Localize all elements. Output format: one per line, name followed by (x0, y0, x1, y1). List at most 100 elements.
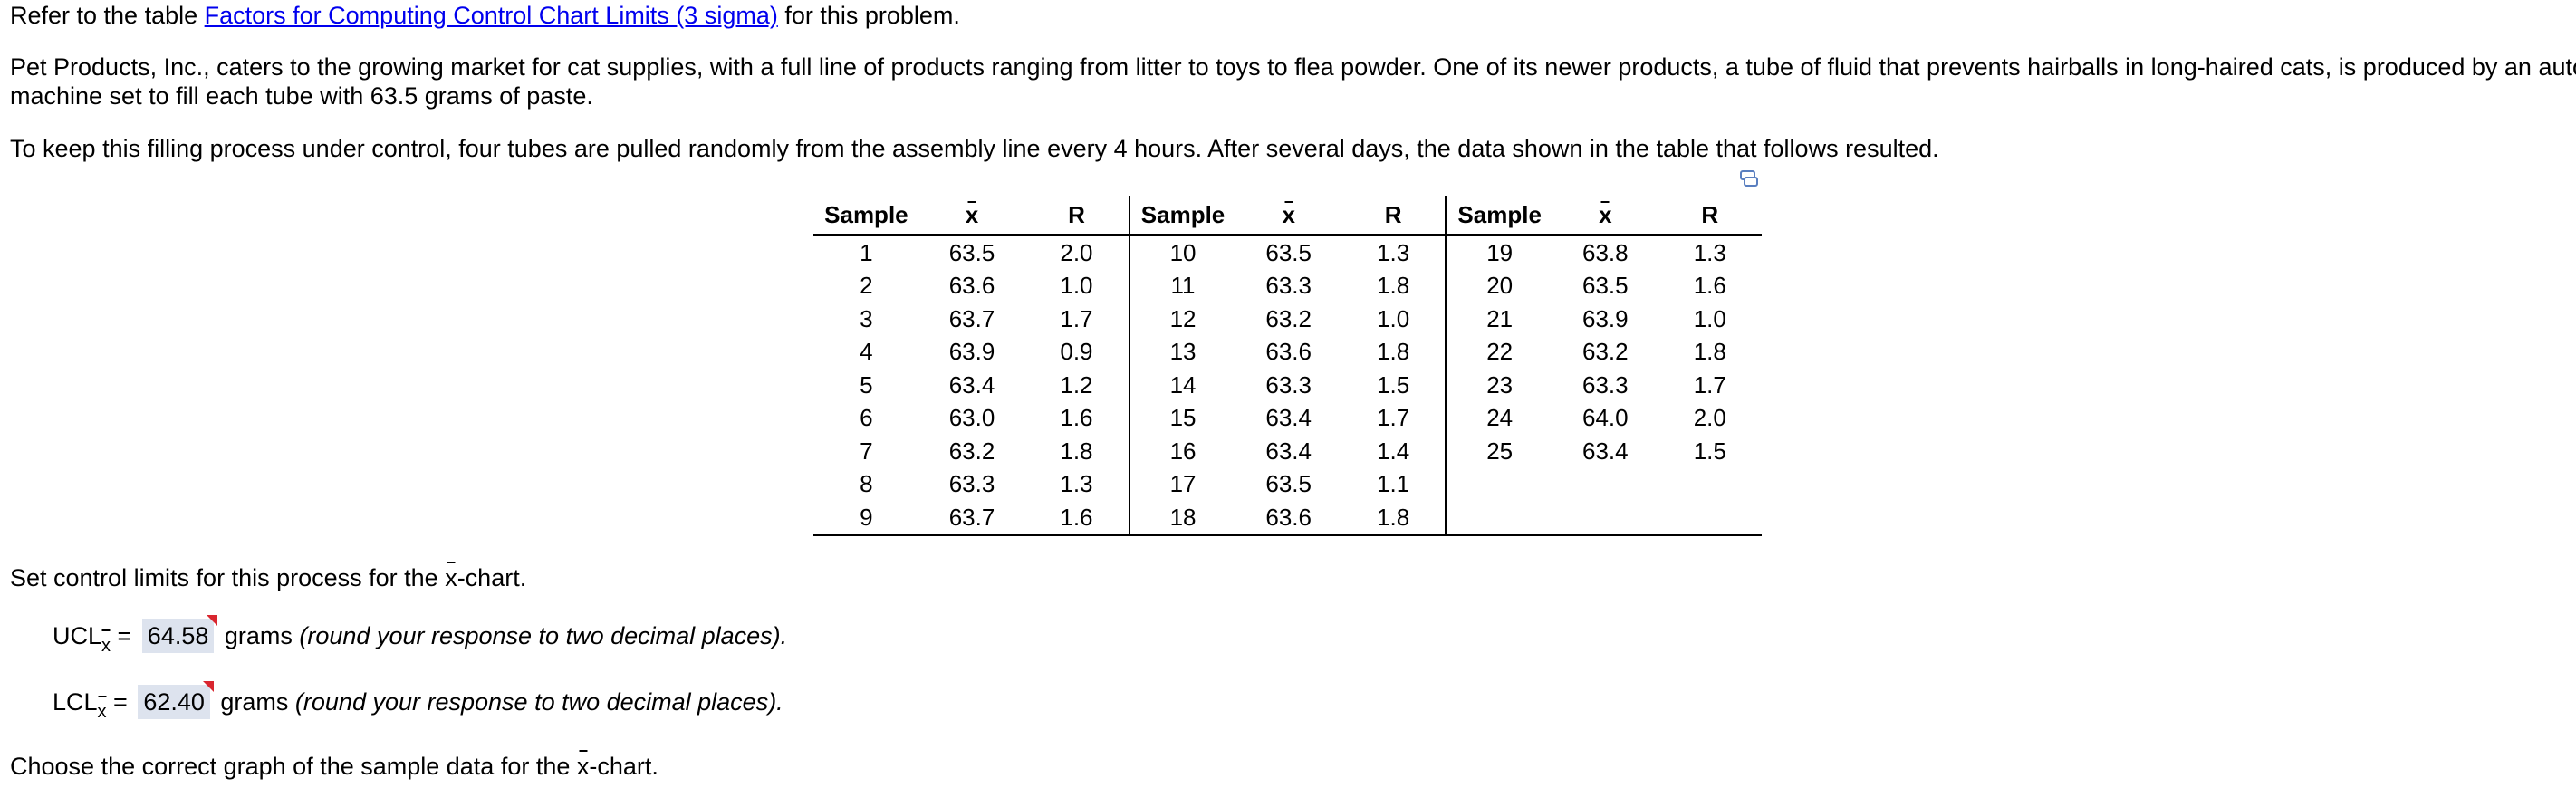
lcl-unit: grams (213, 688, 295, 716)
sample-number-cell: 11 (1128, 269, 1236, 303)
paragraph-2: To keep this filling process under contr… (10, 135, 1939, 162)
xbar-value-cell: 63.8 (1582, 238, 1629, 266)
sample-number-cell: 3 (860, 304, 873, 332)
table-row: 7 63.2 1.8 16 63.4 1.4 25 63.4 1.5 (813, 435, 1762, 468)
table-header-row: Sample x R Sample x R Sample x R (813, 196, 1762, 236)
range-value-cell: 1.3 (1693, 238, 1726, 266)
choose-graph-suffix: -chart. (589, 753, 658, 780)
sample-number-cell: 21 (1445, 303, 1553, 336)
ucl-rounding-note: (round your response to two decimal plac… (299, 622, 788, 649)
sample-number-cell: 25 (1445, 435, 1553, 468)
table-row: 4 63.9 0.9 13 63.6 1.8 22 63.2 1.8 (813, 335, 1762, 369)
lcl-equals: = (106, 688, 135, 716)
lcl-subscript: x (98, 697, 107, 727)
sample-number-cell (1445, 501, 1553, 536)
xbar-value-cell: 64.0 (1582, 404, 1629, 432)
xbar-value-cell (1552, 468, 1658, 502)
intro-prefix: Refer to the table (10, 2, 205, 29)
xbar-symbol: x (445, 564, 457, 591)
sample-number-cell: 2 (860, 272, 873, 300)
range-value-cell: 1.8 (1377, 338, 1410, 366)
sample-data-table: Sample x R Sample x R Sample x R 1 63.5 2.… (813, 196, 1762, 536)
sample-number-cell: 1 (860, 238, 873, 266)
xbar-value-cell: 63.3 (1582, 370, 1629, 399)
sample-number-cell: 19 (1445, 235, 1553, 270)
xbar-value-cell (1552, 501, 1658, 536)
lcl-value: 62.40 (143, 688, 205, 716)
xbar-symbol: x (576, 753, 590, 780)
table-row: 5 63.4 1.2 14 63.3 1.5 23 63.3 1.7 (813, 369, 1762, 402)
sample-number-cell: 23 (1445, 369, 1553, 402)
range-value-cell: 1.6 (1693, 272, 1726, 300)
xbar-value-cell: 63.2 (1582, 338, 1629, 366)
range-value-cell: 1.2 (1060, 370, 1093, 399)
sample-number-cell: 6 (860, 404, 873, 432)
table-row: 2 63.6 1.0 11 63.3 1.8 20 63.5 1.6 (813, 269, 1762, 303)
table-body: 1 63.5 2.0 10 63.5 1.3 19 63.8 1.3 2 63.6 1.0 11 63.3… (813, 235, 1762, 536)
sample-number-cell: 9 (813, 501, 919, 536)
sample-number-cell: 13 (1128, 335, 1236, 369)
ucl-value: 64.58 (147, 622, 209, 649)
xbar-value-cell: 63.2 (1265, 304, 1312, 332)
header-xbar-text: x (1599, 200, 1612, 228)
paragraph-1-line-1: Pet Products, Inc., caters to the growin… (10, 53, 2576, 81)
sample-number-cell: 14 (1128, 369, 1236, 402)
ucl-equals: = (111, 622, 139, 649)
xbar-value-cell: 63.7 (948, 304, 995, 332)
table-row: 8 63.3 1.3 17 63.5 1.1 (813, 467, 1762, 502)
intro-line: Refer to the table Factors for Computing… (10, 0, 960, 31)
range-value-cell: 2.0 (1693, 404, 1726, 432)
lcl-answer-field[interactable]: 62.40 (138, 681, 214, 719)
range-value-cell: 1.1 (1377, 470, 1410, 498)
sample-number-cell: 4 (860, 338, 873, 366)
range-value-cell: 2.0 (1060, 238, 1093, 266)
xbar-value-cell: 63.5 (948, 238, 995, 266)
range-value-cell: 1.3 (1060, 470, 1093, 498)
incorrect-flag-icon (202, 681, 214, 692)
sample-number-cell: 22 (1445, 335, 1553, 369)
sample-number-cell: 16 (1128, 435, 1236, 468)
table-row: 3 63.7 1.7 12 63.2 1.0 21 63.9 1.0 (813, 303, 1762, 336)
header-sample: Sample (1445, 196, 1553, 236)
choose-graph-prefix: Choose the correct graph of the sample d… (10, 753, 577, 780)
header-sample: Sample (1128, 196, 1236, 236)
ucl-row: UCLx = 64.58 grams (round your response … (53, 615, 788, 656)
xbar-value-cell: 63.9 (948, 338, 995, 366)
copy-table-icon[interactable] (1739, 168, 1759, 188)
xbar-value-cell: 63.9 (1582, 304, 1629, 332)
range-value-cell: 1.3 (1377, 238, 1410, 266)
sample-number-cell: 10 (1128, 235, 1236, 270)
lcl-row: LCLx = 62.40 grams (round your response … (53, 681, 783, 722)
xbar-value-cell: 63.6 (1235, 501, 1341, 536)
xbar-value-cell: 63.0 (948, 404, 995, 432)
xbar-value-cell: 63.4 (1265, 437, 1312, 465)
ucl-answer-field[interactable]: 64.58 (141, 615, 218, 653)
range-value-cell: 1.7 (1060, 304, 1093, 332)
sample-number-cell: 20 (1445, 269, 1553, 303)
sample-number-cell: 15 (1128, 401, 1236, 435)
xbar-value-cell: 63.5 (1582, 272, 1629, 300)
range-value-cell: 1.5 (1377, 370, 1410, 399)
range-value-cell: 1.8 (1060, 437, 1093, 465)
factors-table-link[interactable]: Factors for Computing Control Chart Limi… (204, 2, 778, 29)
sample-number-cell: 18 (1128, 501, 1236, 536)
range-value-cell: 1.6 (1024, 501, 1129, 536)
sample-number-cell: 17 (1128, 467, 1236, 501)
xbar-value-cell: 63.6 (948, 272, 995, 300)
header-range: R (1024, 196, 1129, 236)
range-value-cell: 0.9 (1060, 338, 1093, 366)
range-value-cell: 1.5 (1693, 437, 1726, 465)
sample-number-cell: 12 (1128, 303, 1236, 336)
range-value-cell: 1.0 (1693, 304, 1726, 332)
range-value-cell: 1.0 (1060, 272, 1093, 300)
paragraph-1-line-2: machine set to fill each tube with 63.5 … (10, 82, 593, 110)
header-xbar-text: x (1282, 200, 1295, 228)
xbar-value-cell: 63.3 (1265, 370, 1312, 399)
ucl-label: UCL (53, 622, 102, 649)
intro-suffix: for this problem. (777, 2, 960, 29)
header-xbar: x (918, 196, 1025, 236)
ucl-unit: grams (217, 622, 300, 649)
sample-number-cell: 5 (860, 370, 873, 399)
range-value-cell: 1.8 (1693, 338, 1726, 366)
table-row: 1 63.5 2.0 10 63.5 1.3 19 63.8 1.3 (813, 235, 1762, 270)
